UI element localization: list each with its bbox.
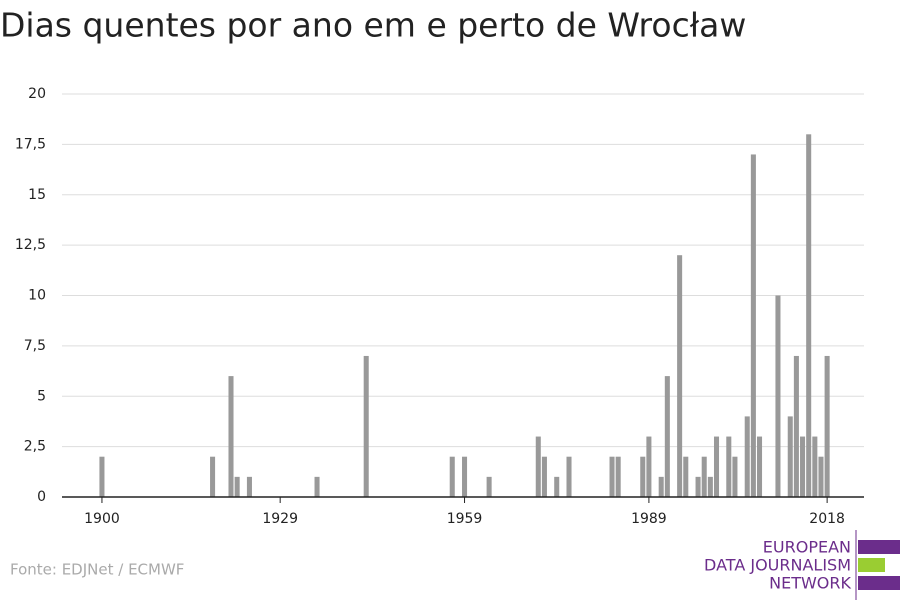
bar [664, 376, 670, 497]
bar [812, 436, 818, 497]
bar [732, 456, 738, 497]
logo: EUROPEAN DATA JOURNALISM NETWORK [704, 530, 900, 600]
bar [541, 456, 547, 497]
bar [757, 436, 763, 497]
bar [535, 436, 541, 497]
bar [615, 456, 621, 497]
source: Fonte: EDJNet / ECMWF [10, 561, 184, 579]
logo-text: DATA JOURNALISM [704, 556, 851, 575]
bar [228, 376, 234, 497]
y-tick-label: 10 [28, 288, 46, 304]
logo-bar [858, 558, 885, 572]
bar [726, 436, 732, 497]
logo-bar [858, 576, 900, 590]
bar [701, 456, 707, 497]
bar [609, 456, 615, 497]
bar [314, 476, 320, 497]
bar [246, 476, 252, 497]
bar [824, 355, 830, 497]
bar [210, 456, 216, 497]
bar [566, 456, 572, 497]
logo-text: EUROPEAN [763, 538, 851, 557]
bar [750, 154, 756, 497]
y-tick-label: 7,5 [24, 338, 46, 354]
logo-bar [858, 540, 900, 554]
y-tick-label: 15 [28, 187, 46, 203]
y-tick-label: 17,5 [15, 136, 46, 152]
bar [234, 476, 240, 497]
bar [800, 436, 806, 497]
bar [449, 456, 455, 497]
bar [744, 416, 750, 497]
x-tick-label: 1989 [631, 511, 667, 527]
bar [806, 134, 812, 498]
x-tick-label: 1959 [447, 511, 483, 527]
bar [793, 355, 799, 497]
y-tick-label: 12,5 [15, 237, 46, 253]
bar [713, 436, 720, 497]
x-tick-label: 1900 [84, 511, 120, 527]
y-tick-label: 2,5 [24, 439, 46, 455]
bar [683, 456, 689, 497]
bar [775, 295, 781, 497]
y-tick-label: 20 [28, 86, 46, 102]
x-tick-label: 1929 [262, 511, 298, 527]
bar [787, 416, 793, 497]
bar [646, 436, 652, 497]
bar [707, 476, 713, 497]
y-tick-label: 5 [37, 388, 46, 404]
logo-text: NETWORK [769, 574, 851, 593]
bar [677, 255, 683, 497]
chart-title: Dias quentes por ano em e perto de Wrocł… [0, 6, 746, 45]
bar [818, 456, 824, 497]
bar [486, 476, 492, 497]
y-tick-label: 0 [37, 489, 46, 505]
x-tick-label: 2018 [809, 511, 845, 527]
bar [363, 355, 369, 497]
bar [462, 456, 468, 497]
bar [554, 476, 560, 497]
bar [695, 476, 701, 497]
bar [99, 456, 105, 497]
bar [640, 456, 646, 497]
bar [658, 476, 664, 497]
